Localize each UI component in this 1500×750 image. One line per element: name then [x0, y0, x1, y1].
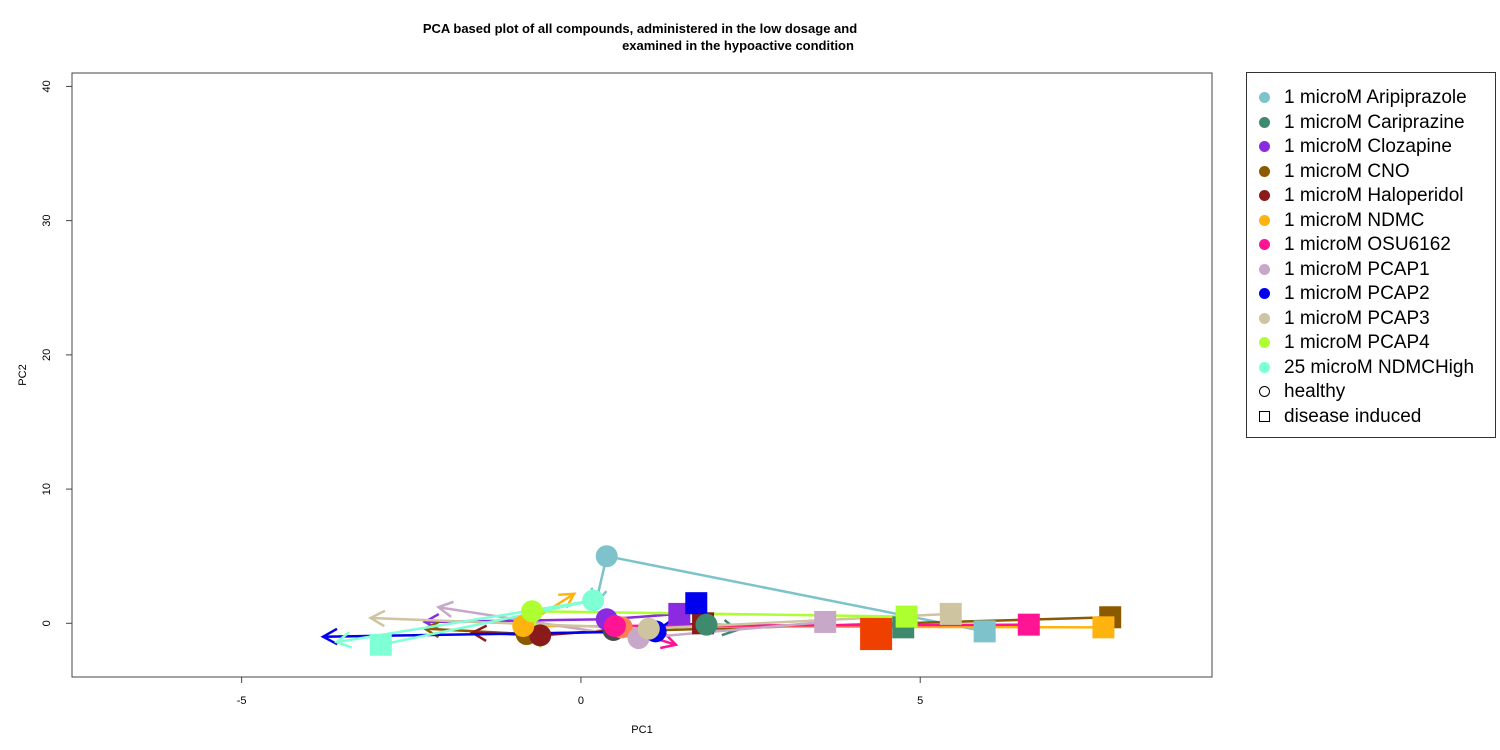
disease-point [1092, 616, 1115, 639]
circle-marker-icon [1259, 190, 1270, 201]
legend-item: 25 microM NDMCHigh [1247, 356, 1497, 380]
circle-marker-icon [1259, 92, 1270, 103]
circle-marker-icon [1259, 361, 1270, 373]
healthy-point [637, 617, 660, 640]
legend: 1 microM Aripiprazole 1 microM Cariprazin… [1246, 72, 1496, 438]
x-tick-label: -5 [237, 695, 247, 707]
arrow-head [660, 632, 679, 650]
arrow-head [435, 600, 454, 618]
legend-item: disease induced [1247, 405, 1497, 429]
healthy-point [695, 613, 718, 636]
x-tick-label: 5 [917, 695, 923, 707]
square-marker-icon [1259, 410, 1270, 422]
legend-label: 1 microM CNO [1284, 160, 1410, 182]
y-tick-label: 20 [41, 349, 53, 361]
healthy-point [603, 614, 626, 637]
legend-label: 1 microM PCAP2 [1284, 283, 1430, 304]
disease-point [668, 602, 691, 625]
legend-item: 1 microM PCAP3 [1247, 307, 1497, 331]
healthy-point [582, 589, 605, 612]
disease-point [814, 610, 837, 633]
legend-item: healthy [1247, 380, 1497, 404]
healthy-point [529, 624, 552, 647]
legend-label: disease induced [1284, 405, 1422, 427]
circle-marker-icon [1259, 263, 1270, 275]
disease-point [939, 602, 962, 625]
legend-label: 1 microM Aripiprazole [1284, 87, 1467, 108]
legend-item: 1 microM Aripiprazole [1247, 86, 1497, 110]
disease-point [369, 633, 392, 656]
circle-marker-icon [1259, 165, 1270, 177]
legend-label: 1 microM OSU6162 [1284, 234, 1451, 255]
legend-label: 1 microM Clozapine [1284, 136, 1452, 157]
legend-label: 1 microM PCAP1 [1284, 258, 1430, 280]
legend-item: 1 microM Clozapine [1247, 135, 1497, 159]
trajectory-line [638, 620, 826, 640]
arrow-head [367, 609, 386, 628]
arrow-head [469, 624, 488, 642]
arrow-head [320, 627, 338, 646]
circle-marker-icon [1259, 312, 1270, 324]
legend-item: 1 microM Haloperidol [1247, 184, 1497, 208]
legend-label: healthy [1284, 381, 1346, 402]
y-tick-label: 40 [41, 80, 53, 92]
disease-point [685, 592, 708, 615]
chart-title-line1: PCA based plot of all compounds, adminis… [423, 21, 857, 36]
circle-marker-icon [1259, 214, 1270, 226]
x-axis-label: PC1 [631, 724, 652, 736]
arrow-head [558, 592, 577, 609]
legend-item: 1 microM PCAP4 [1247, 331, 1497, 355]
y-tick-label: 0 [41, 620, 53, 626]
legend-label: 1 microM Cariprazine [1284, 111, 1465, 133]
circle-marker-icon [1259, 239, 1270, 250]
healthy-point [521, 600, 544, 623]
legend-item: 1 microM NDMC [1247, 209, 1497, 233]
x-tick-label: 0 [578, 695, 584, 707]
legend-item: 1 microM Cariprazine [1247, 111, 1497, 135]
y-tick-label: 10 [41, 483, 53, 495]
legend-label: 1 microM Haloperidol [1284, 185, 1464, 206]
disease-point [973, 620, 996, 643]
legend-label: 1 microM NDMC [1284, 209, 1425, 231]
disease-point [1017, 613, 1040, 636]
circle-marker-icon [1259, 386, 1270, 397]
legend-item: 1 microM PCAP1 [1247, 258, 1497, 282]
arrow-head [334, 631, 353, 649]
trajectory-line [380, 599, 594, 647]
circle-marker-icon [1259, 337, 1270, 348]
legend-item: 1 microM OSU6162 [1247, 233, 1497, 257]
circle-marker-icon [1259, 141, 1270, 152]
circle-marker-icon [1259, 288, 1270, 299]
disease-point [895, 605, 918, 628]
legend-item: 1 microM PCAP2 [1247, 282, 1497, 306]
chart-title-line2: examined in the hypoactive condition [622, 38, 854, 53]
plot-frame [71, 72, 1213, 678]
y-tick-label: 30 [41, 215, 53, 227]
legend-label: 1 microM PCAP4 [1284, 332, 1430, 353]
disease-point [860, 618, 893, 651]
legend-item: 1 microM CNO [1247, 160, 1497, 184]
axes: -5 0 5 0 10 20 30 40 [41, 80, 923, 707]
healthy-point [595, 545, 618, 568]
trajectory-line [606, 554, 985, 633]
y-axis-label: PC2 [17, 364, 29, 385]
circle-marker-icon [1259, 116, 1270, 128]
legend-label: 25 microM NDMCHigh [1284, 356, 1475, 378]
legend-label: 1 microM PCAP3 [1284, 307, 1430, 329]
trajectory-line [532, 609, 907, 618]
series-layer [320, 545, 1122, 656]
